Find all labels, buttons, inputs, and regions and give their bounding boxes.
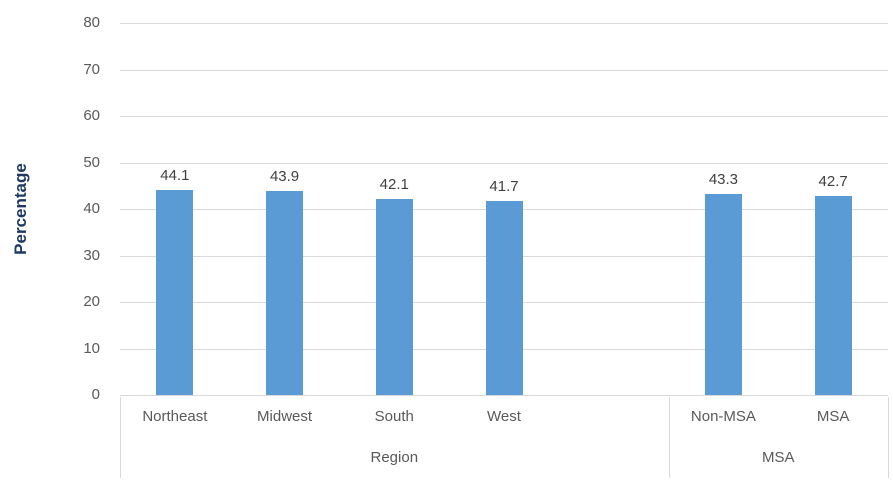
y-tick-label: 0 bbox=[91, 386, 100, 403]
y-tick-label: 60 bbox=[83, 107, 100, 124]
bar-value-label: 43.3 bbox=[708, 170, 739, 188]
bar-value-label: 43.9 bbox=[269, 167, 300, 185]
x-category-label: MSA bbox=[816, 408, 850, 425]
bar-value-label: 42.7 bbox=[818, 173, 848, 191]
x-category-label: South bbox=[374, 408, 414, 425]
category-axis-divider bbox=[120, 397, 121, 478]
y-tick-label: 70 bbox=[83, 60, 100, 78]
bar-value-label: 44.1 bbox=[160, 166, 190, 184]
y-tick-label: 80 bbox=[83, 14, 100, 31]
gridline bbox=[120, 162, 888, 164]
x-category-label: West bbox=[487, 408, 521, 425]
bar-value-label: 41.7 bbox=[489, 178, 519, 196]
y-tick-label: 50 bbox=[83, 153, 100, 171]
x-category-label: Midwest bbox=[257, 408, 313, 425]
y-tick-label: 40 bbox=[83, 200, 100, 217]
bar-value-label: 42.1 bbox=[379, 176, 409, 194]
gridline bbox=[120, 23, 888, 24]
bar-south bbox=[375, 199, 413, 395]
y-axis-title: Percentage bbox=[11, 163, 30, 255]
bar-midwest bbox=[266, 190, 304, 395]
gridline bbox=[120, 69, 888, 71]
bar-non-msa bbox=[704, 193, 742, 395]
gridline bbox=[120, 116, 888, 117]
bar-west bbox=[485, 201, 523, 395]
x-axis-line bbox=[120, 395, 888, 396]
category-axis-divider bbox=[888, 397, 889, 478]
x-group-label: MSA bbox=[762, 449, 795, 466]
y-tick-label: 10 bbox=[83, 339, 100, 357]
y-tick-label: 20 bbox=[83, 293, 100, 310]
bar-northeast bbox=[156, 189, 194, 395]
x-category-label: Northeast bbox=[142, 408, 208, 425]
category-axis-divider bbox=[668, 397, 670, 478]
bar-msa bbox=[814, 196, 852, 395]
x-group-label: Region bbox=[370, 449, 419, 466]
x-category-label: Non-MSA bbox=[690, 408, 756, 425]
y-tick-label: 30 bbox=[83, 246, 100, 264]
